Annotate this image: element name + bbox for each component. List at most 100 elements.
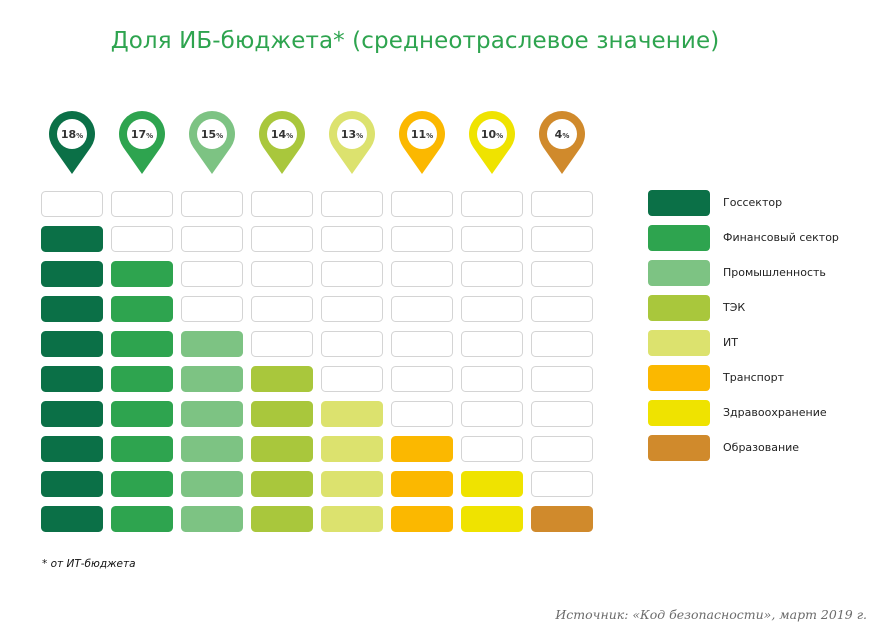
bar-cell-filled: [251, 401, 313, 427]
bar-cell-empty: [251, 331, 313, 357]
data-label-unit: %: [356, 132, 363, 140]
data-label-unit: %: [562, 132, 569, 140]
bar-cell-empty: [531, 191, 593, 217]
bar-cell-empty: [391, 226, 453, 252]
legend-label: ИТ: [723, 336, 738, 349]
data-label-unit: %: [496, 132, 503, 140]
data-label: 15%: [201, 128, 223, 141]
bar-cell-filled: [111, 401, 173, 427]
legend-item-industry: Промышленность: [648, 260, 888, 288]
legend-item-education: Образование: [648, 435, 888, 463]
bar-cell-filled: [41, 506, 103, 532]
footnote: * от ИТ-бюджета: [42, 558, 136, 570]
legend-label: Финансовый сектор: [723, 231, 839, 244]
bar-cell-empty: [461, 331, 523, 357]
source-note: Источник: «Код безопасности», март 2019 …: [555, 607, 867, 622]
legend-item-finance: Финансовый сектор: [648, 225, 888, 253]
bar-cell-empty: [461, 366, 523, 392]
legend-item-it: ИТ: [648, 330, 888, 358]
bar-cell-empty: [251, 226, 313, 252]
bar-cell-empty: [461, 191, 523, 217]
bar-cell-empty: [461, 401, 523, 427]
data-label: 11%: [411, 128, 433, 141]
bar-cell-empty: [531, 296, 593, 322]
bar-cell-empty: [531, 331, 593, 357]
bar-cell-empty: [251, 296, 313, 322]
pin-inner: [127, 119, 157, 149]
bar-cell-filled: [41, 226, 103, 252]
bar-cell-empty: [531, 366, 593, 392]
bar-cell-filled: [391, 471, 453, 497]
bar-cell-filled: [111, 436, 173, 462]
pin-inner: [57, 119, 87, 149]
pin-inner: [337, 119, 367, 149]
legend-swatch: [648, 435, 710, 461]
data-label: 10%: [481, 128, 503, 141]
bar-cell-filled: [111, 261, 173, 287]
bar-cell-empty: [531, 471, 593, 497]
bar-cell-filled: [321, 436, 383, 462]
bar-cell-filled: [181, 436, 243, 462]
pin-inner: [267, 119, 297, 149]
bar-cell-empty: [461, 436, 523, 462]
bar-cell-empty: [181, 261, 243, 287]
bar-cell-empty: [461, 226, 523, 252]
legend-label: Промышленность: [723, 266, 826, 279]
pin-inner: [407, 119, 437, 149]
bar-cell-empty: [251, 191, 313, 217]
legend-item-tek: ТЭК: [648, 295, 888, 323]
legend-swatch: [648, 260, 710, 286]
bar-cell-filled: [531, 506, 593, 532]
bar-cell-filled: [41, 366, 103, 392]
bar-cell-filled: [251, 436, 313, 462]
bar-cell-empty: [251, 261, 313, 287]
bar-cell-empty: [391, 401, 453, 427]
bar-cell-empty: [181, 226, 243, 252]
bar-cell-filled: [181, 471, 243, 497]
bar-cell-filled: [321, 471, 383, 497]
bar-cell-filled: [111, 296, 173, 322]
bar-cell-filled: [41, 261, 103, 287]
bar-cell-empty: [181, 191, 243, 217]
bar-cell-filled: [251, 471, 313, 497]
bar-cell-filled: [181, 401, 243, 427]
bar-cell-empty: [321, 296, 383, 322]
bar-cell-empty: [461, 261, 523, 287]
bar-cell-filled: [111, 506, 173, 532]
legend-label: ТЭК: [723, 301, 746, 314]
data-label-unit: %: [146, 132, 153, 140]
bar-cell-empty: [531, 261, 593, 287]
data-label: 13%: [341, 128, 363, 141]
legend-swatch: [648, 190, 710, 216]
legend-item-gossektor: Госсектор: [648, 190, 888, 218]
legend-swatch: [648, 400, 710, 426]
data-label-number: 4: [555, 128, 563, 141]
legend-swatch: [648, 225, 710, 251]
data-label-number: 14: [271, 128, 287, 141]
bar-cell-empty: [531, 226, 593, 252]
bar-cell-filled: [181, 506, 243, 532]
bar-cell-empty: [321, 331, 383, 357]
bar-cell-empty: [391, 191, 453, 217]
data-label-unit: %: [426, 132, 433, 140]
data-label: 17%: [131, 128, 153, 141]
bar-cell-filled: [461, 471, 523, 497]
pin-inner: [477, 119, 507, 149]
bar-cell-filled: [41, 331, 103, 357]
bar-cell-empty: [111, 191, 173, 217]
bar-cell-empty: [321, 366, 383, 392]
bar-cell-empty: [321, 191, 383, 217]
bar-cell-filled: [251, 506, 313, 532]
bar-cell-empty: [531, 401, 593, 427]
legend-label: Транспорт: [723, 371, 784, 384]
data-label-number: 13: [341, 128, 356, 141]
data-label-number: 17: [131, 128, 146, 141]
bar-cell-filled: [391, 436, 453, 462]
bar-cell-filled: [251, 366, 313, 392]
legend-item-health: Здравоохранение: [648, 400, 888, 428]
bar-cell-filled: [181, 366, 243, 392]
bar-cell-filled: [41, 401, 103, 427]
bar-cell-empty: [391, 331, 453, 357]
bar-cell-filled: [321, 506, 383, 532]
